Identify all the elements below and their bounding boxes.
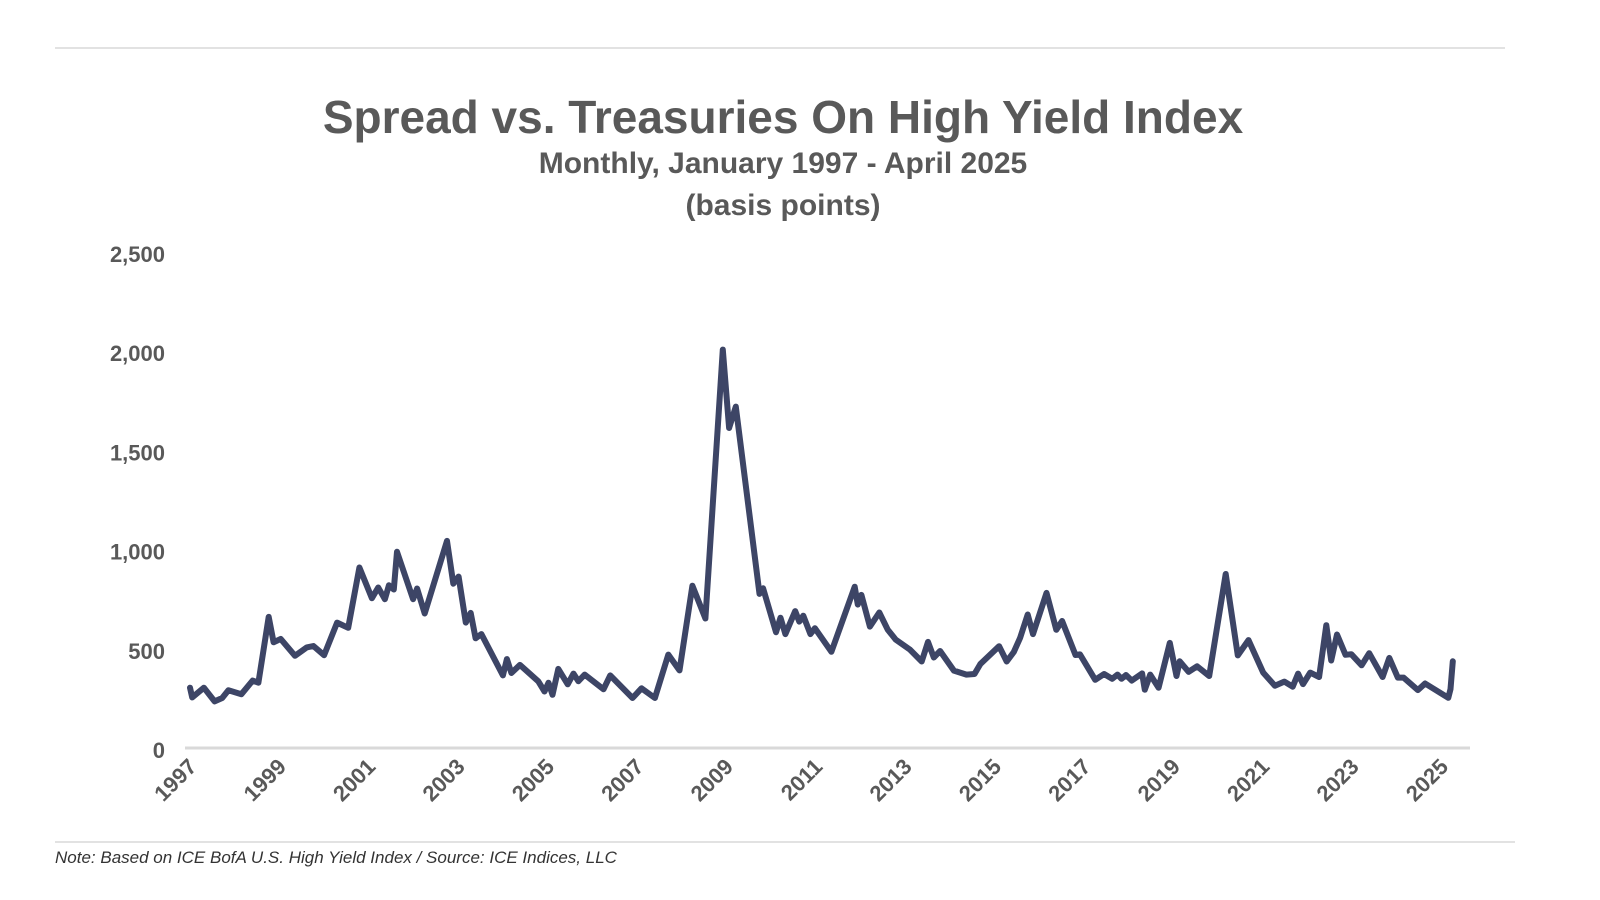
source-note: Note: Based on ICE BofA U.S. High Yield … <box>55 848 617 867</box>
x-tick-label: 2017 <box>1043 754 1095 806</box>
y-tick-label: 2,500 <box>110 242 165 267</box>
x-tick-label: 2015 <box>954 754 1006 806</box>
x-tick-label: 2003 <box>417 754 469 806</box>
x-tick-label: 2009 <box>686 754 738 806</box>
y-tick-label: 2,000 <box>110 341 165 366</box>
x-tick-label: 2007 <box>596 754 648 806</box>
x-tick-label: 2013 <box>864 754 916 806</box>
x-tick-label: 2021 <box>1222 754 1274 806</box>
spread-line <box>187 346 1456 705</box>
y-axis: 0 500 1,000 1,500 2,000 2,500 <box>110 242 165 763</box>
x-tick-label: 2005 <box>507 754 559 806</box>
y-tick-label: 0 <box>153 738 165 763</box>
chart-units-label: (basis points) <box>685 189 880 222</box>
x-axis: 1997 1999 2001 2003 2005 2007 2009 2011 2013 2015… <box>149 754 1453 806</box>
x-tick-label: 2025 <box>1401 754 1453 806</box>
x-tick-label: 2023 <box>1311 754 1363 806</box>
x-tick-label: 2011 <box>776 754 827 805</box>
chart-title: Spread vs. Treasuries On High Yield Inde… <box>323 91 1244 143</box>
chart-subtitle: Monthly, January 1997 - April 2025 <box>539 147 1028 180</box>
series-group <box>187 346 1456 705</box>
y-tick-label: 1,000 <box>110 540 165 565</box>
x-tick-label: 2001 <box>328 754 380 806</box>
y-tick-label: 500 <box>128 639 165 664</box>
x-tick-label: 1999 <box>239 754 291 806</box>
x-tick-label: 2019 <box>1133 754 1185 806</box>
y-tick-label: 1,500 <box>110 440 165 465</box>
